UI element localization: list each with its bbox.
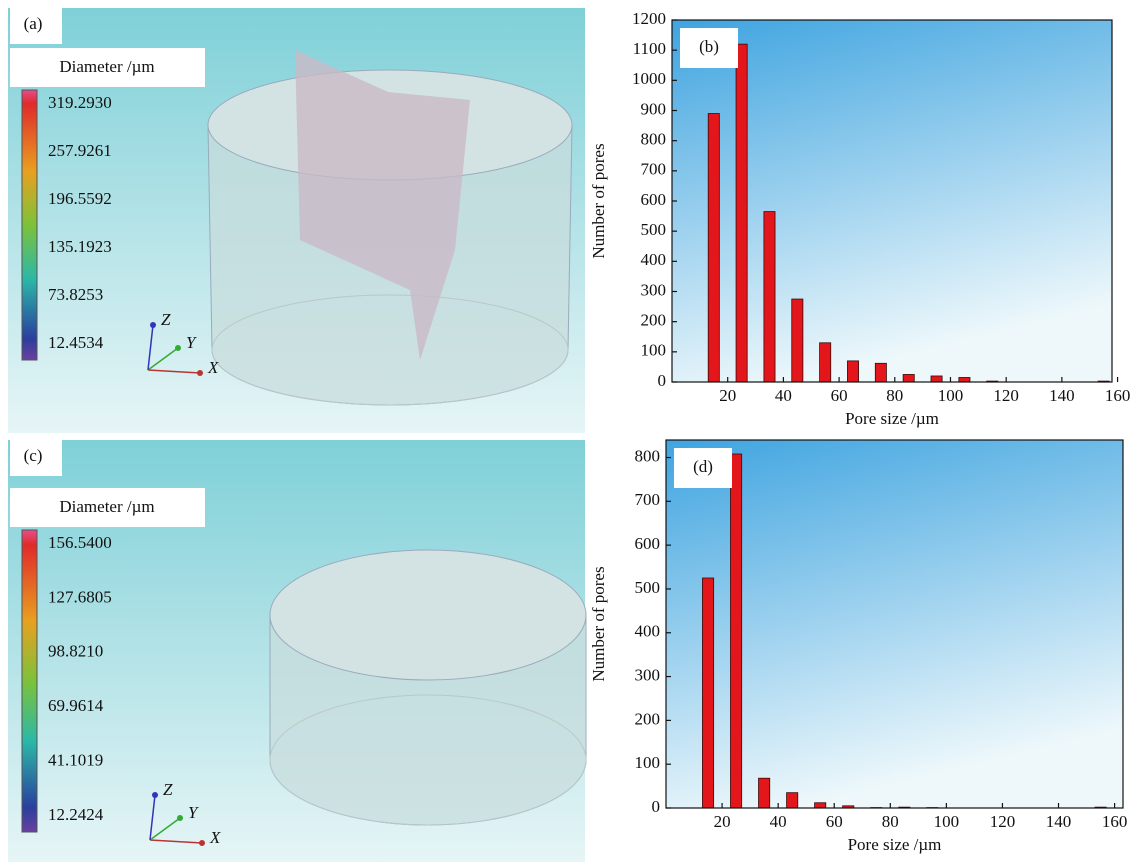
y-tick-label: 700 bbox=[635, 490, 661, 509]
axis-name: Y bbox=[186, 333, 197, 352]
colorbar-label: 73.8253 bbox=[48, 285, 103, 304]
y-tick-label: 200 bbox=[641, 311, 667, 330]
y-tick-label: 0 bbox=[658, 371, 667, 390]
y-tick-label: 300 bbox=[635, 665, 661, 684]
x-tick-label: 120 bbox=[993, 386, 1019, 405]
colorbar-label: 257.9261 bbox=[48, 141, 112, 160]
x-tick-label: 40 bbox=[770, 812, 787, 831]
colorbar-label: 196.5592 bbox=[48, 189, 112, 208]
bar bbox=[959, 377, 970, 382]
y-tick-label: 1100 bbox=[633, 39, 666, 58]
colorbar-label: 98.8210 bbox=[48, 642, 103, 661]
y-tick-label: 100 bbox=[641, 341, 667, 360]
y-tick-label: 800 bbox=[635, 446, 661, 465]
x-tick-label: 140 bbox=[1049, 386, 1075, 405]
y-tick-label: 900 bbox=[641, 99, 667, 118]
y-tick-label: 500 bbox=[641, 220, 667, 239]
axis-name: X bbox=[207, 358, 219, 377]
y-tick-label: 100 bbox=[635, 753, 661, 772]
colorbar bbox=[22, 530, 37, 832]
x-tick-label: 80 bbox=[886, 386, 903, 405]
x-tick-label: 20 bbox=[719, 386, 736, 405]
bar bbox=[847, 361, 858, 382]
axis-dot bbox=[150, 322, 156, 328]
colorbar-label: 156.5400 bbox=[48, 533, 112, 552]
y-axis-label: Number of pores bbox=[589, 566, 608, 681]
axis-dot bbox=[197, 370, 203, 376]
colorbar-label: 127.6805 bbox=[48, 587, 112, 606]
bar bbox=[875, 363, 886, 382]
x-tick-label: 40 bbox=[775, 386, 792, 405]
x-tick-label: 160 bbox=[1102, 812, 1128, 831]
x-axis-label: Pore size /µm bbox=[848, 835, 942, 854]
bar bbox=[736, 44, 747, 382]
axis-name: Y bbox=[188, 803, 199, 822]
panel-label: (b) bbox=[699, 37, 719, 56]
x-tick-label: 120 bbox=[990, 812, 1016, 831]
axis-dot bbox=[175, 345, 181, 351]
y-tick-label: 500 bbox=[635, 578, 661, 597]
y-tick-label: 600 bbox=[635, 534, 661, 553]
axis-dot bbox=[199, 840, 205, 846]
x-tick-label: 60 bbox=[831, 386, 848, 405]
cylinder-top bbox=[270, 550, 586, 680]
y-tick-label: 1000 bbox=[632, 69, 666, 88]
x-tick-label: 160 bbox=[1105, 386, 1131, 405]
colorbar-label: 69.9614 bbox=[48, 696, 104, 715]
bar bbox=[730, 454, 741, 808]
figure: (a) Diameter /µm 319.2930 257.9261 196.5592 1… bbox=[0, 0, 1147, 866]
colorbar-label: 135.1923 bbox=[48, 237, 112, 256]
axis-dot bbox=[177, 815, 183, 821]
y-tick-label: 300 bbox=[641, 280, 667, 299]
axis-dot bbox=[152, 792, 158, 798]
bar bbox=[759, 778, 770, 808]
legend-title: Diameter /µm bbox=[59, 497, 154, 516]
colorbar-label: 41.1019 bbox=[48, 751, 103, 770]
x-tick-label: 80 bbox=[882, 812, 899, 831]
x-tick-label: 100 bbox=[938, 386, 964, 405]
y-tick-label: 400 bbox=[635, 622, 661, 641]
panel-label: (a) bbox=[24, 14, 43, 33]
axis-name: Z bbox=[161, 310, 171, 329]
bar bbox=[708, 114, 719, 382]
axis-name: Z bbox=[163, 780, 173, 799]
x-tick-label: 20 bbox=[714, 812, 731, 831]
y-tick-label: 200 bbox=[635, 709, 661, 728]
y-tick-label: 800 bbox=[641, 130, 667, 149]
bar bbox=[820, 343, 831, 382]
colorbar-label: 319.2930 bbox=[48, 93, 112, 112]
x-axis-label: Pore size /µm bbox=[845, 409, 939, 428]
bar bbox=[815, 803, 826, 808]
colorbar-label: 12.4534 bbox=[48, 333, 104, 352]
bar bbox=[702, 578, 713, 808]
bar bbox=[764, 212, 775, 382]
bar bbox=[931, 376, 942, 382]
panel-label: (d) bbox=[693, 457, 713, 476]
x-tick-label: 100 bbox=[934, 812, 960, 831]
bar bbox=[903, 374, 914, 382]
y-axis-label: Number of pores bbox=[589, 143, 608, 258]
legend-title: Diameter /µm bbox=[59, 57, 154, 76]
colorbar bbox=[22, 90, 37, 360]
bar bbox=[792, 299, 803, 382]
y-tick-label: 400 bbox=[641, 250, 667, 269]
y-tick-label: 600 bbox=[641, 190, 667, 209]
axis-name: X bbox=[209, 828, 221, 847]
x-tick-label: 140 bbox=[1046, 812, 1072, 831]
y-tick-label: 700 bbox=[641, 160, 667, 179]
y-tick-label: 1200 bbox=[632, 9, 666, 28]
x-tick-label: 60 bbox=[826, 812, 843, 831]
bar bbox=[787, 793, 798, 808]
colorbar-label: 12.2424 bbox=[48, 805, 104, 824]
y-tick-label: 0 bbox=[652, 797, 661, 816]
panel-label: (c) bbox=[24, 446, 43, 465]
